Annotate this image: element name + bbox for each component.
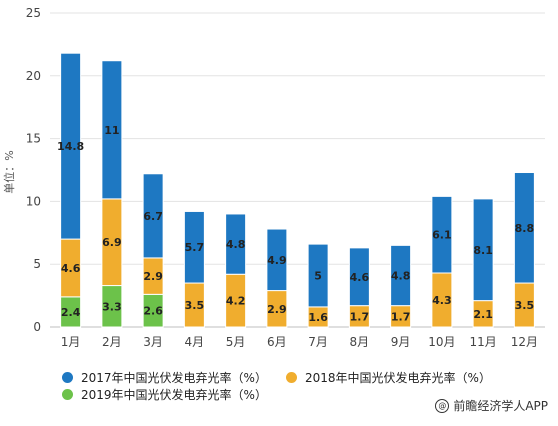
bar-value-label: 8.1 [473,244,493,257]
bar-value-label: 3.5 [515,299,535,312]
legend-label-2019: 2019年中国光伏发电弃光率（%） [81,388,267,402]
bar-value-label: 1.7 [350,310,370,323]
x-tick-label: 2月 [102,335,122,349]
bar-value-label: 4.8 [226,238,246,251]
bar-segment [225,213,247,275]
x-tick-label: 6月 [267,335,287,349]
legend-label-2018: 2018年中国光伏发电弃光率（%） [305,371,491,385]
x-tick-label: 7月 [308,335,328,349]
legend-swatch-2018 [286,372,297,383]
bar-segment [101,60,123,200]
bar-segment [142,173,164,259]
bar-value-label: 8.8 [515,222,535,235]
x-tick-label: 1月 [61,335,81,349]
x-tick-label: 5月 [226,335,246,349]
bar-value-label: 6.9 [102,236,122,249]
legend-item-2018: 2018年中国光伏发电弃光率（%） [286,369,491,386]
bar-value-label: 2.6 [143,305,163,318]
bar-value-label: 4.6 [61,262,81,275]
bar-segment [431,195,453,274]
legend-label-2017: 2017年中国光伏发电弃光率（%） [81,371,267,385]
x-axis-ticks: 1月 2月 3月 4月 5月 6月 7月 8月 9月 10月 11月 12月 [61,335,538,349]
y-tick-label: 0 [33,320,41,334]
bar-value-label: 4.2 [226,295,246,308]
legend-swatch-2019 [62,389,73,400]
bar-value-label: 4.9 [267,254,287,267]
bar-value-label: 1.7 [391,310,411,323]
bar-segment [183,210,205,284]
bar-value-label: 3.3 [102,300,122,313]
bar-segment [307,243,329,308]
y-tick-label: 10 [26,194,41,208]
bars: 2.4 4.6 14.8 3.3 6.9 11 2.6 2.9 6.7 3.5 5.7 4.2 4.8 2… [57,52,535,328]
bar-segment [266,228,288,292]
bar-value-label: 2.4 [61,306,81,319]
bar-value-label: 4.3 [432,294,452,307]
y-tick-label: 20 [26,69,41,83]
bar-value-label: 2.9 [143,270,163,283]
bar-value-label: 6.7 [143,210,163,223]
y-tick-label: 25 [26,6,41,20]
bar-value-label: 14.8 [57,140,84,153]
y-tick-label: 5 [33,257,41,271]
y-tick-label: 15 [26,132,41,146]
legend-swatch-2017 [62,372,73,383]
bar-segment [513,172,535,284]
bar-value-label: 3.5 [185,299,205,312]
bar-segment [348,247,370,307]
bar-value-label: 11 [104,124,119,137]
x-tick-label: 12月 [511,335,538,349]
bar-value-label: 2.1 [473,308,493,321]
source-credit: @ 前瞻经济学人APP [435,397,548,414]
bar-segment [60,52,82,240]
credit-text: 前瞻经济学人APP [453,399,548,413]
x-tick-label: 8月 [350,335,370,349]
bar-value-label: 4.6 [350,271,370,284]
grid-lines [50,12,545,328]
bar-value-label: 6.1 [432,229,452,242]
y-axis-ticks: 0 5 10 15 20 25 [26,6,41,334]
x-tick-label: 9月 [391,335,411,349]
legend-item-2019: 2019年中国光伏发电弃光率（%） [62,386,267,403]
x-tick-label: 4月 [185,335,205,349]
y-axis-label: 单位：% [2,150,16,193]
x-tick-label: 10月 [428,335,455,349]
bar-value-label: 1.6 [308,311,328,324]
credit-icon: @ [435,398,450,413]
bar-segment [390,244,412,307]
bar-value-label: 2.9 [267,303,287,316]
bar-value-label: 4.8 [391,270,411,283]
x-tick-label: 3月 [143,335,163,349]
legend-item-2017: 2017年中国光伏发电弃光率（%） [62,369,267,386]
bar-value-label: 5 [314,270,322,283]
bar-value-label: 5.7 [185,241,205,254]
x-tick-label: 11月 [469,335,496,349]
bar-segment [472,198,494,302]
